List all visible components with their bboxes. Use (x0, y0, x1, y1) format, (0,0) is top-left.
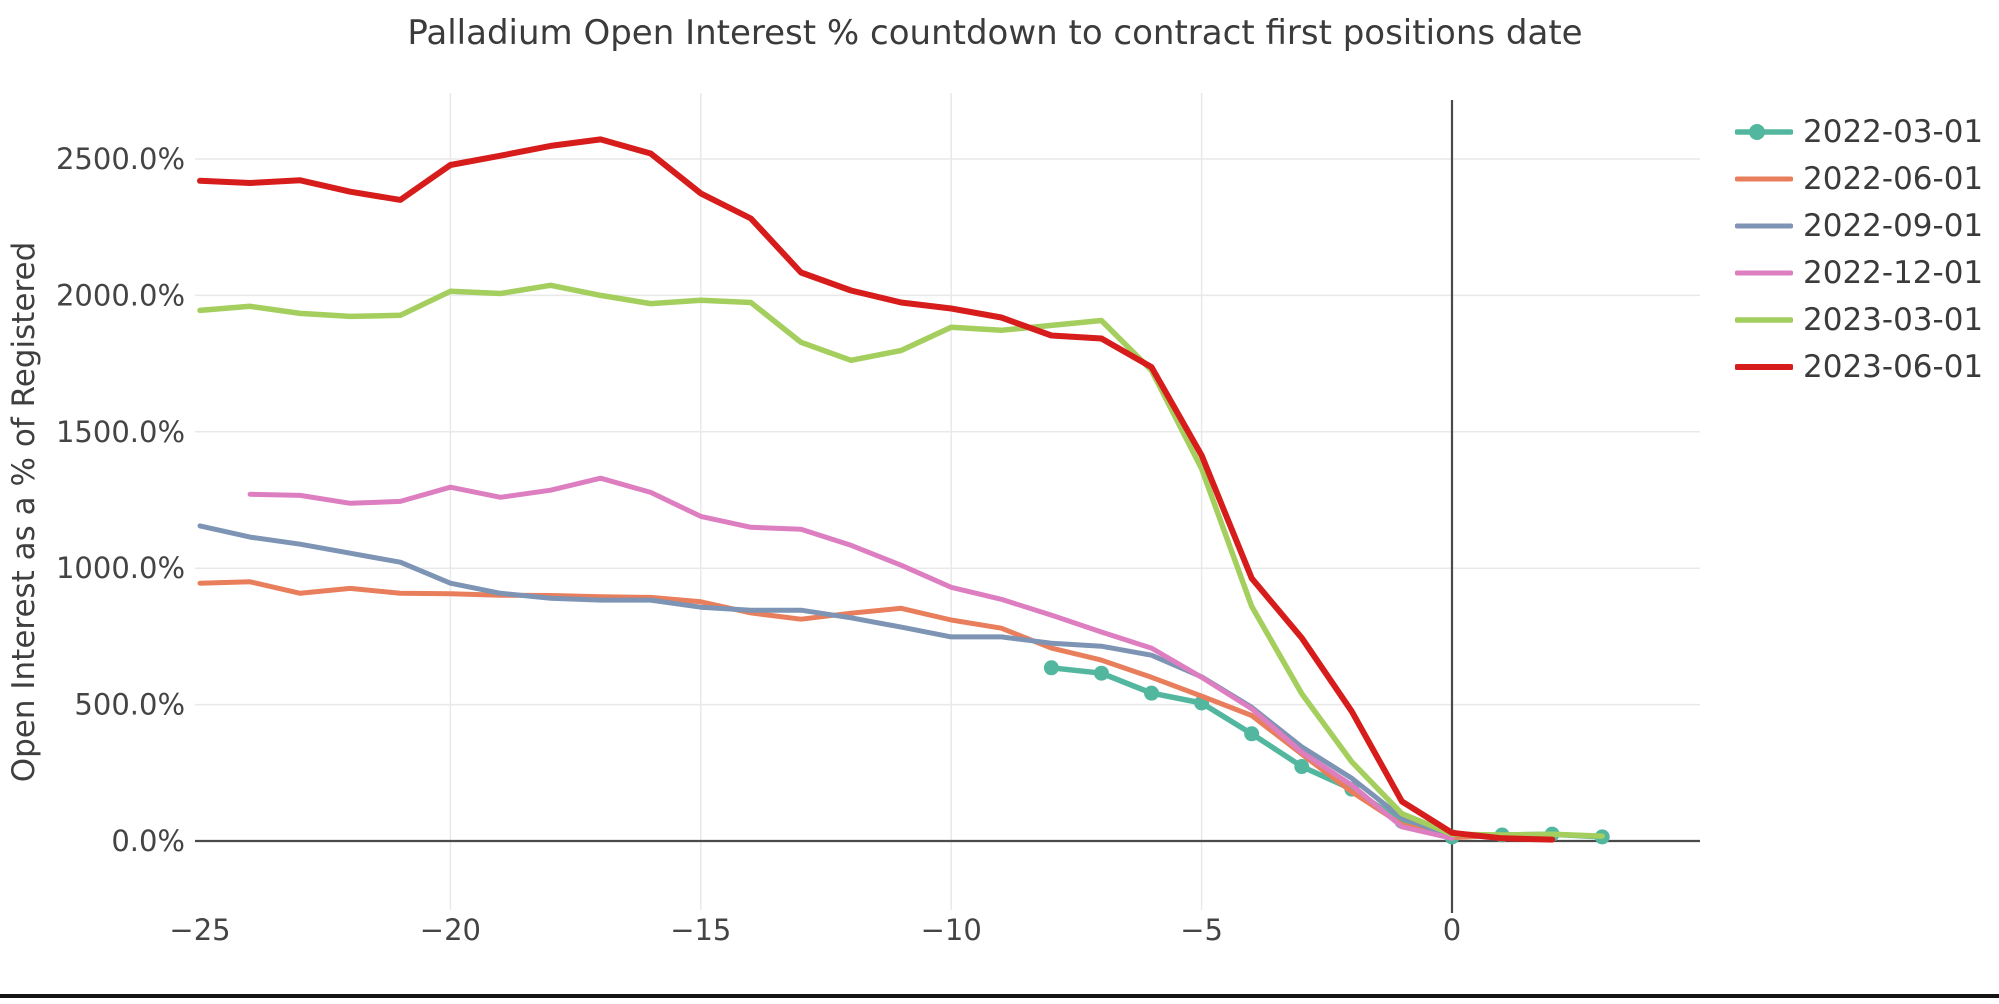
series-line-2022-09-01 (197, 523, 1455, 839)
legend-swatch-line (1735, 363, 1793, 370)
legend-label: 2023-03-01 (1803, 301, 1984, 338)
legend-item-2022-03-01[interactable]: 2022-03-01 (1735, 108, 1983, 155)
series-marker-2022-03-01 (1093, 665, 1109, 681)
x-tick-label: −5 (1180, 913, 1223, 947)
legend-swatch-line (1735, 316, 1793, 323)
series-line-2023-03-01 (197, 282, 1605, 839)
gridlines (195, 93, 1700, 910)
series-line-2022-03-01 (1048, 665, 1605, 840)
series-line-2023-06-01 (197, 136, 1556, 843)
legend-item-2022-06-01[interactable]: 2022-06-01 (1735, 155, 1983, 202)
series-marker-2022-03-01 (1144, 685, 1160, 701)
legend-item-2023-06-01[interactable]: 2023-06-01 (1735, 343, 1983, 390)
x-tick-label: 0 (1443, 913, 1461, 947)
x-tick-label: −15 (670, 913, 731, 947)
y-axis-title: Open Interest as a % of Registered (6, 242, 42, 783)
series-lines (197, 136, 1610, 845)
legend-label: 2022-12-01 (1803, 254, 1984, 291)
legend-label: 2022-06-01 (1803, 160, 1984, 197)
series-line-2022-06-01 (197, 579, 1505, 840)
series-marker-2022-03-01 (1294, 759, 1310, 775)
x-tick-label: −10 (921, 913, 982, 947)
y-tick-label: 1000.0% (56, 551, 185, 585)
legend-swatch-line (1735, 223, 1793, 228)
y-tick-label: 500.0% (74, 688, 185, 722)
legend-label: 2022-03-01 (1803, 113, 1984, 150)
legend-swatch-line (1735, 123, 1793, 140)
legend-label: 2022-09-01 (1803, 207, 1984, 244)
y-tick-label: 2000.0% (56, 278, 185, 312)
y-tick-label: 2500.0% (56, 142, 185, 176)
tick-labels: 0.0% 500.0% 1000.0% 1500.0% 2000.0% 2500.0% −2… (56, 142, 1461, 947)
legend: 2022-03-01 2022-06-01 2022-09-01 2022-12-01… (1735, 108, 1983, 390)
legend-item-2022-12-01[interactable]: 2022-12-01 (1735, 249, 1983, 296)
legend-label: 2023-06-01 (1803, 348, 1984, 385)
legend-item-2023-03-01[interactable]: 2023-03-01 (1735, 296, 1983, 343)
series-marker-2022-03-01 (1043, 660, 1059, 676)
window-bottom-edge (0, 994, 1999, 998)
series-line-2022-12-01 (247, 475, 1455, 841)
legend-swatch-line (1735, 270, 1793, 275)
x-tick-label: −25 (169, 913, 230, 947)
legend-item-2022-09-01[interactable]: 2022-09-01 (1735, 202, 1983, 249)
axes (195, 100, 1700, 913)
legend-swatch-line (1735, 176, 1793, 181)
series-marker-2022-03-01 (1244, 726, 1260, 742)
x-tick-label: −20 (420, 913, 481, 947)
y-tick-label: 1500.0% (56, 415, 185, 449)
y-tick-label: 0.0% (111, 824, 185, 858)
chart-title: Palladium Open Interest % countdown to c… (407, 13, 1582, 53)
